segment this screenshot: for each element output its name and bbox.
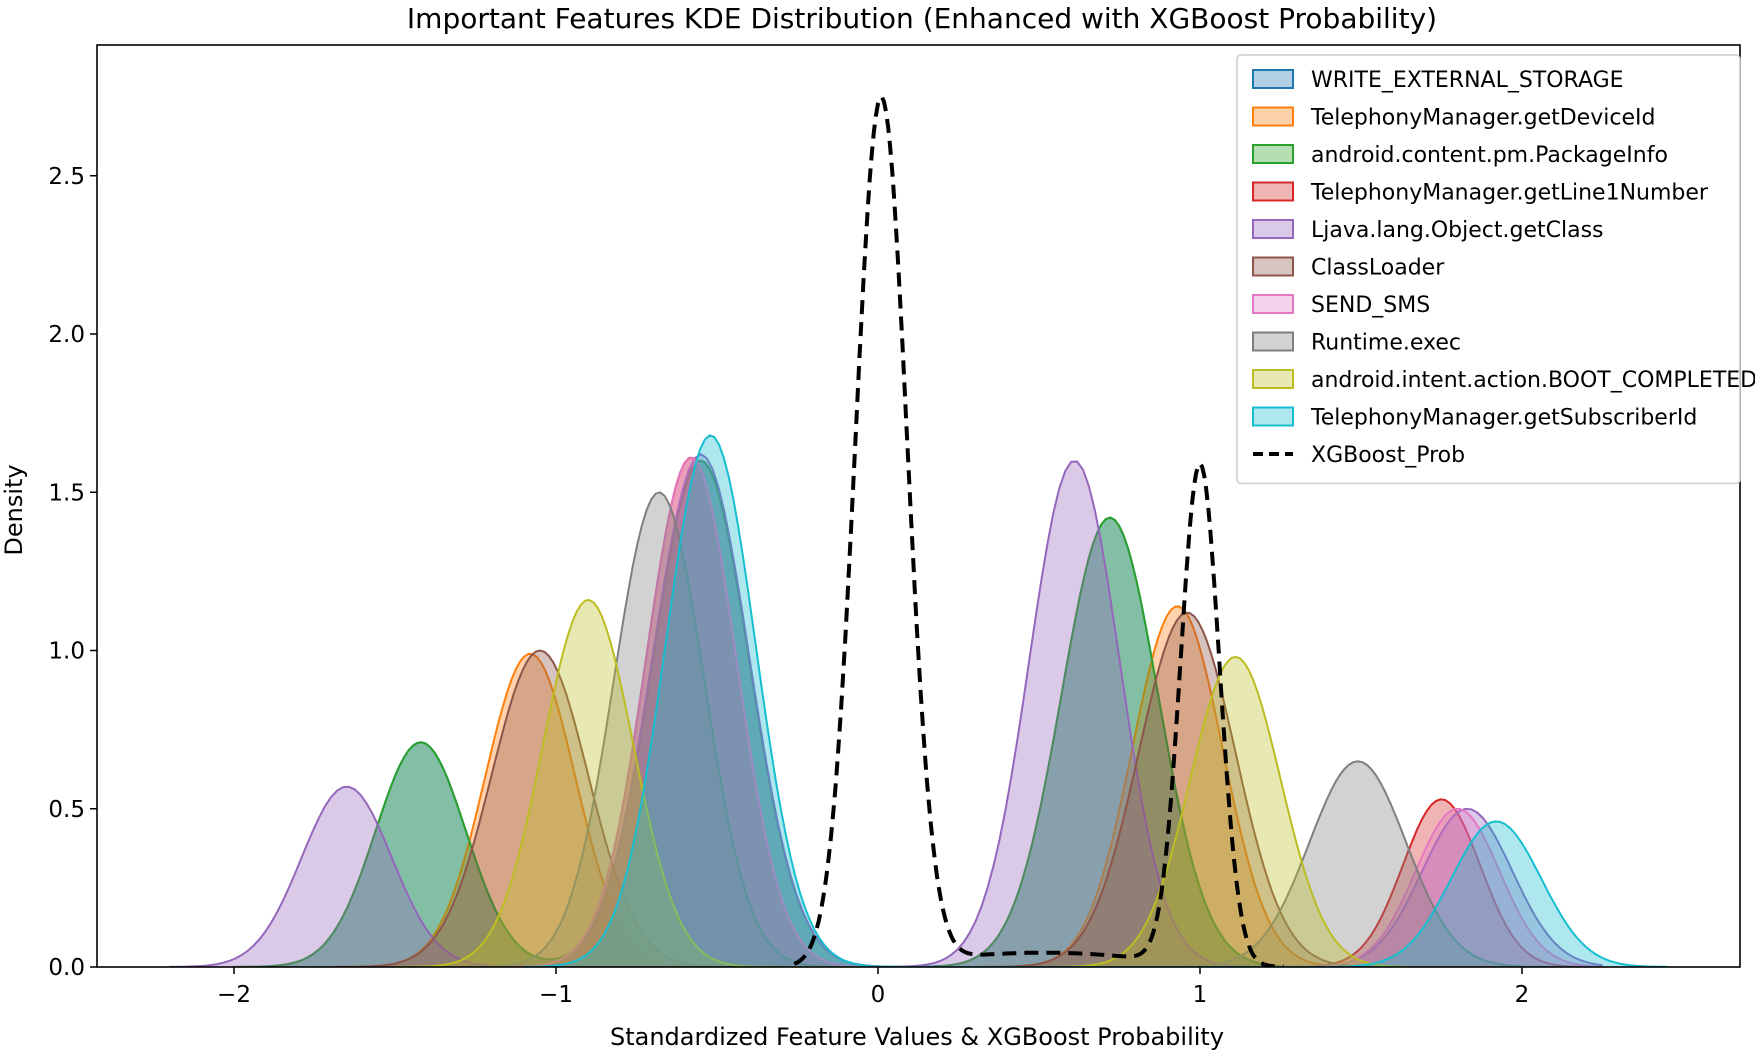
kde-area-send-sms (459, 457, 1603, 967)
legend-swatch-runtime-exec (1252, 331, 1294, 352)
y-tick-label: 1.0 (48, 639, 85, 665)
plot-area (169, 94, 1667, 967)
kde-line-classloader (330, 611, 1378, 967)
plot-frame (96, 44, 1741, 968)
legend-label-write-external-storage: WRITE_EXTERNAL_STORAGE (1311, 68, 1624, 93)
legend-swatch-ljava-lang-object-getclass (1252, 219, 1294, 239)
legend-label-android-content-pm-packageinfo: android.content.pm.PackageInfo (1311, 143, 1668, 168)
x-tick-label: −1 (539, 982, 573, 1008)
legend-swatch-telephonymanager-getsubscriberid (1252, 406, 1294, 427)
y-tick-label: 2.5 (48, 164, 85, 190)
y-tick-label: 2.0 (48, 322, 85, 348)
legend-box (1236, 54, 1741, 485)
legend-label-runtime-exec: Runtime.exec (1311, 331, 1461, 356)
y-tick-label: 0.5 (48, 797, 85, 823)
legend-swatch-classloader (1252, 256, 1294, 277)
legend-swatch-write-external-storage (1252, 69, 1294, 89)
legend-label-telephonymanager-getdeviceid: TelephonyManager.getDeviceId (1310, 106, 1655, 131)
kde-line-telephonymanager-getsubscriberid (523, 434, 1667, 967)
legend-label-send-sms: SEND_SMS (1311, 293, 1430, 318)
x-tick-label: 2 (1515, 982, 1530, 1008)
x-tick-label: 1 (1193, 982, 1208, 1008)
chart-title: Important Features KDE Distribution (Enh… (407, 2, 1437, 35)
legend-label-classloader: ClassLoader (1311, 256, 1445, 281)
kde-area-classloader (330, 612, 1378, 967)
legend-label-android-intent-action-boot-completed: android.intent.action.BOOT_COMPLETED (1311, 368, 1755, 393)
legend-label-telephonymanager-getline1number: TelephonyManager.getLine1Number (1310, 181, 1709, 206)
kde-line-send-sms (459, 456, 1603, 967)
kde-line-android-intent-action-boot-completed (394, 598, 1410, 967)
kde-line-telephonymanager-getdeviceid (346, 605, 1361, 967)
kde-area-telephonymanager-getline1number (459, 457, 1587, 967)
x-axis-label: Standardized Feature Values & XGBoost Pr… (610, 1023, 1224, 1051)
y-tick-label: 1.5 (48, 480, 85, 506)
legend-label-xgboost-prob: XGBoost_Prob (1311, 443, 1465, 468)
x-tick-label: −2 (217, 982, 251, 1008)
kde-line-runtime-exec (459, 491, 1555, 967)
legend-swatch-telephonymanager-getline1number (1252, 181, 1294, 202)
legend: WRITE_EXTERNAL_STORAGE TelephonyManager.g… (1236, 54, 1755, 485)
kde-area-ljava-lang-object-getclass (169, 454, 1603, 967)
legend-swatch-android-content-pm-packageinfo (1252, 144, 1294, 164)
legend-swatch-android-intent-action-boot-completed (1252, 369, 1294, 389)
kde-area-telephonymanager-getsubscriberid (523, 435, 1667, 967)
y-axis-label: Density (0, 464, 28, 555)
legend-swatch-send-sms (1252, 294, 1294, 314)
kde-area-android-intent-action-boot-completed (395, 600, 1410, 967)
kde-line-xgboost-prob (793, 94, 1284, 967)
legend-label-telephonymanager-getsubscriberid: TelephonyManager.getSubscriberId (1310, 406, 1697, 431)
x-tick-label: 0 (871, 982, 886, 1008)
legend-label-ljava-lang-object-getclass: Ljava.lang.Object.getClass (1311, 218, 1604, 243)
axes: −2 −1 0 1 2 0.0 0.5 1.0 1.5 2.0 2.5 (48, 44, 1741, 1008)
y-tick-label: 0.0 (48, 955, 85, 981)
legend-swatch-telephonymanager-getdeviceid (1252, 106, 1294, 127)
kde-area-runtime-exec (459, 492, 1555, 967)
